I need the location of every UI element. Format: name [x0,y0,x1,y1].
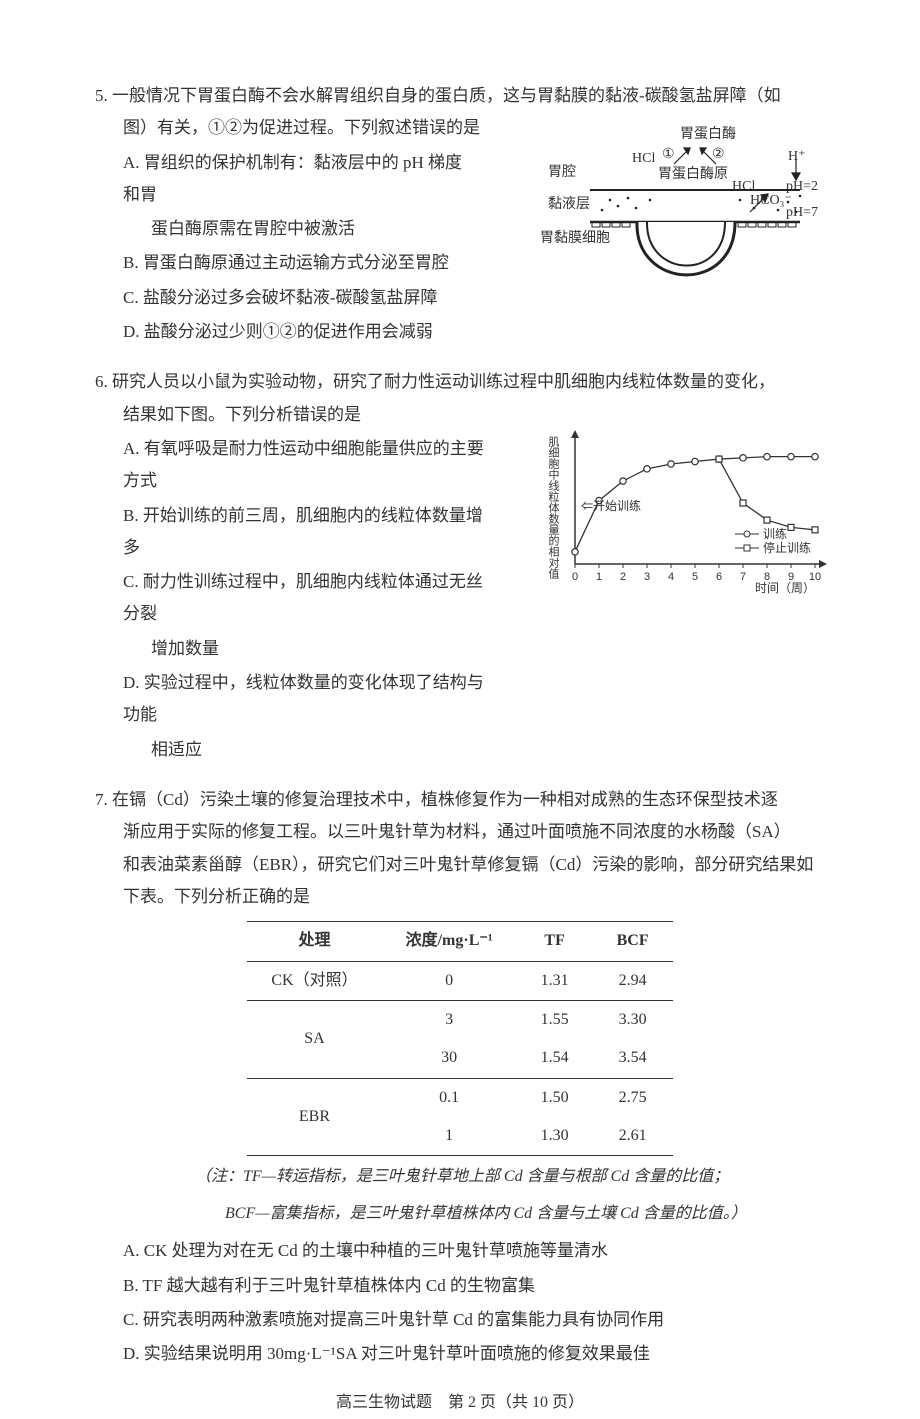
q6-stem: 6. 研究人员以小鼠为实验动物，研究了耐力性运动训练过程中肌细胞内线粒体数量的变… [95,366,825,398]
svg-text:1: 1 [596,571,602,583]
q6-chart-svg: 012345678910 ⇐开始训练 训练 停止训练 时间（周） 肌细胞中线粒体… [545,424,835,599]
q7-table: 处理 浓度/mg·L⁻¹ TF BCF CK（对照）01.312.94SA31.… [247,921,672,1156]
q7-option-c: C. 研究表明两种激素喷施对提高三叶鬼针草 Cd 的富集能力具有协同作用 [123,1304,825,1336]
th-conc: 浓度/mg·L⁻¹ [382,922,517,961]
q5-number: 5. [95,86,108,105]
cell-bcf: 2.94 [593,961,673,1000]
q5-option-a-line1: A. 胃组织的保护机制有：黏液层中的 pH 梯度和胃 [123,147,465,212]
svg-text:7: 7 [740,571,746,583]
q6-xlabel: 时间（周） [755,581,815,595]
cell-treatment: EBR [247,1078,381,1156]
q6-option-a: A. 有氧呼吸是耐力性运动中细胞能量供应的主要方式 [123,433,485,498]
svg-text:4: 4 [668,571,674,583]
q6-option-b: B. 开始训练的前三周，肌细胞内的线粒体数量增多 [123,500,485,565]
table-header-row: 处理 浓度/mg·L⁻¹ TF BCF [247,922,672,961]
q5-options: A. 胃组织的保护机制有：黏液层中的 pH 梯度和胃 蛋白酶原需在胃腔中被激活 … [95,147,465,349]
question-7: 7. 在镉（Cd）污染土壤的修复治理技术中，植株修复作为一种相对成熟的生态环保型… [95,784,825,1371]
question-5: 5. 一般情况下胃蛋白酶不会水解胃组织自身的蛋白质，这与胃黏膜的黏液-碳酸氢盐屏… [95,80,825,348]
q7-stem-line2: 渐应用于实际的修复工程。以三叶鬼针草为材料，通过叶面喷施不同浓度的水杨酸（SA） [95,816,825,848]
q7-option-b: B. TF 越大越有利于三叶鬼针草植株体内 Cd 的生物富集 [123,1270,825,1302]
th-treatment: 处理 [247,922,381,961]
cell-tf: 1.50 [517,1078,593,1117]
question-6: 6. 研究人员以小鼠为实验动物，研究了耐力性运动训练过程中肌细胞内线粒体数量的变… [95,366,825,766]
page-footer: 高三生物试题 第 2 页（共 10 页） [95,1388,825,1418]
cell-c: 3 [382,1000,517,1039]
q6-option-d-line2: 相适应 [123,734,485,766]
q6-legend-stop: 停止训练 [763,540,811,555]
cell-tf: 1.54 [517,1039,593,1078]
q6-option-d-line1: D. 实验过程中，线粒体数量的变化体现了结构与功能 [123,667,485,732]
svg-text:5: 5 [692,571,698,583]
q5-option-a-line2: 蛋白酶原需在胃腔中被激活 [123,213,465,245]
q5-option-c: C. 盐酸分泌过多会破坏黏液-碳酸氢盐屏障 [123,282,465,314]
q6-ylabel: 肌细胞中线粒体数量的相对值 [547,436,560,580]
cell-bcf: 3.54 [593,1039,673,1078]
q6-arrow-label: ⇐开始训练 [581,498,641,513]
q7-options: A. CK 处理为对在无 Cd 的土壤中种植的三叶鬼针草喷施等量清水 B. TF… [95,1235,825,1370]
q6-options: A. 有氧呼吸是耐力性运动中细胞能量供应的主要方式 B. 开始训练的前三周，肌细… [95,433,485,766]
th-tf: TF [517,922,593,961]
q7-stem: 7. 在镉（Cd）污染土壤的修复治理技术中，植株修复作为一种相对成熟的生态环保型… [95,784,825,816]
q6-legend: 训练 停止训练 [735,526,811,555]
q5-option-b: B. 胃蛋白酶原通过主动运输方式分泌至胃腔 [123,247,465,279]
cell-bcf: 2.75 [593,1078,673,1117]
cell-c: 0 [382,961,517,1000]
q5-stem: 5. 一般情况下胃蛋白酶不会水解胃组织自身的蛋白质，这与胃黏膜的黏液-碳酸氢盐屏… [95,80,825,112]
q6-stem-line1: 研究人员以小鼠为实验动物，研究了耐力性运动训练过程中肌细胞内线粒体数量的变化， [112,372,775,391]
q7-note-line1: （注：TF—转运指标，是三叶鬼针草地上部 Cd 含量与根部 Cd 含量的比值； [95,1162,825,1192]
q6-number: 6. [95,372,108,391]
q6-option-c-line2: 增加数量 [123,633,485,665]
svg-text:0: 0 [572,571,578,583]
q7-option-a: A. CK 处理为对在无 Cd 的土壤中种植的三叶鬼针草喷施等量清水 [123,1235,825,1267]
q5-stem-line1: 一般情况下胃蛋白酶不会水解胃组织自身的蛋白质，这与胃黏膜的黏液-碳酸氢盐屏障（如 [112,86,781,105]
q7-number: 7. [95,790,108,809]
cell-c: 0.1 [382,1078,517,1117]
q5-option-d: D. 盐酸分泌过少则①②的促进作用会减弱 [123,316,465,348]
cell-bcf: 3.30 [593,1000,673,1039]
cell-tf: 1.55 [517,1000,593,1039]
q7-stem-line4: 下表。下列分析正确的是 [95,881,825,913]
table-row: SA31.553.30 [247,1000,672,1039]
table-row: EBR0.11.502.75 [247,1078,672,1117]
cell-treatment: CK（对照） [247,961,381,1000]
cell-bcf: 2.61 [593,1117,673,1156]
q6-figure: 012345678910 ⇐开始训练 训练 停止训练 时间（周） 肌细胞中线粒体… [545,424,835,599]
cell-tf: 1.31 [517,961,593,1000]
q7-stem-line1: 在镉（Cd）污染土壤的修复治理技术中，植株修复作为一种相对成熟的生态环保型技术逐 [112,790,778,809]
q7-note-line2: BCF—富集指标，是三叶鬼针草植株体内 Cd 含量与土壤 Cd 含量的比值。） [95,1199,825,1229]
table-row: CK（对照）01.312.94 [247,961,672,1000]
q6-legend-train: 训练 [763,526,787,541]
svg-text:6: 6 [716,571,722,583]
cell-treatment: SA [247,1000,381,1078]
q6-option-c-line1: C. 耐力性训练过程中，肌细胞内线粒体通过无丝分裂 [123,566,485,631]
svg-text:2: 2 [620,571,626,583]
q5-svg [540,130,840,320]
cell-tf: 1.30 [517,1117,593,1156]
cell-c: 1 [382,1117,517,1156]
q7-option-d: D. 实验结果说明用 30mg·L⁻¹SA 对三叶鬼针草叶面喷施的修复效果最佳 [123,1338,825,1370]
svg-text:3: 3 [644,571,650,583]
cell-c: 30 [382,1039,517,1078]
th-bcf: BCF [593,922,673,961]
q5-figure: 胃蛋白酶 HCl ① ② 胃蛋白酶原 H⁺ pH=2 pH=7 HCO₃⁻ HC… [540,130,840,320]
q7-stem-line3: 和表油菜素甾醇（EBR），研究它们对三叶鬼针草修复镉（Cd）污染的影响，部分研究… [95,849,825,881]
